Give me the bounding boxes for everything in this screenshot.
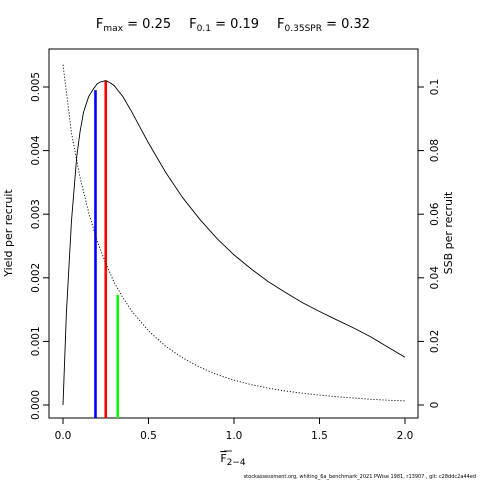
series-lines [62, 64, 406, 406]
x-axis: 0.0 0.5 1.0 1.5 2.0 [55, 418, 414, 442]
y-axis-left: 0.000 0.001 0.002 0.003 0.004 0.005 [30, 72, 49, 420]
y-left-tick-label: 0.002 [30, 263, 42, 293]
x-axis-label-text: F2−4 [220, 452, 246, 468]
y-axis-right: 0 0.02 0.04 0.06 0.08 0.1 [418, 79, 441, 409]
title-fmax-symbol: F [96, 17, 103, 32]
y-left-tick-label: 0.001 [30, 326, 42, 356]
x-tick-label: 1.0 [226, 430, 243, 442]
y-axis-right-label: SSB per recruit [442, 191, 455, 274]
y-left-tick-label: 0.005 [30, 72, 42, 102]
y-left-tick-label: 0.003 [30, 199, 42, 229]
title-fspr-symbol: F [277, 17, 284, 32]
y-axis-left-label: Yield per recruit [2, 189, 15, 278]
x-tick-label: 0.0 [55, 430, 72, 442]
yield-per-recruit-line [62, 80, 406, 406]
y-left-tick-label: 0.000 [30, 390, 42, 420]
plot-frame [48, 48, 419, 419]
x-tick-label: 1.5 [311, 430, 328, 442]
title-f01-symbol: F [189, 17, 196, 32]
title-fmax-subscript: max [103, 24, 123, 34]
y-right-tick-label: 0.02 [429, 330, 441, 353]
title-fspr-value: = 0.32 [322, 17, 370, 32]
title-fspr-subscript: 0.35SPR [285, 24, 322, 34]
x-tick-label: 2.0 [397, 430, 414, 442]
y-right-tick-label: 0.04 [429, 266, 441, 290]
title-f01-value: = 0.19 [211, 17, 259, 32]
y-left-tick-label: 0.004 [30, 135, 42, 165]
title-text: Fmax = 0.25 F0.1 = 0.19 F0.35SPR = 0.32 [96, 17, 370, 34]
footer-note: stockassessment.org, whiting_6a_benchmar… [244, 474, 476, 480]
title-fmax-value: = 0.25 [123, 17, 171, 32]
x-tick-label: 0.5 [140, 430, 157, 442]
x-axis-label: F2−4 [220, 450, 246, 468]
y-right-tick-label: 0.08 [429, 139, 441, 162]
y-right-tick-label: 0 [429, 402, 441, 409]
x-axis-label-symbol: F [220, 452, 226, 465]
y-right-tick-label: 0.06 [429, 202, 441, 226]
x-axis-label-subscript: 2−4 [227, 458, 246, 468]
ssb-per-recruit-line [62, 64, 406, 402]
title-f01-subscript: 0.1 [197, 24, 211, 34]
y-right-tick-label: 0.1 [429, 79, 441, 96]
reference-lines [94, 80, 120, 418]
chart-title: Fmax = 0.25 F0.1 = 0.19 F0.35SPR = 0.32 [96, 17, 370, 34]
